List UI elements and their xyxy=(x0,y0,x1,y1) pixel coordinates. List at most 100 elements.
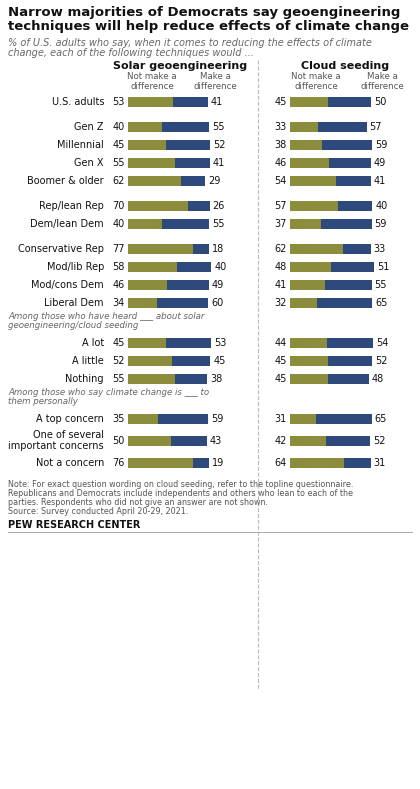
Bar xyxy=(128,356,172,366)
Text: 45: 45 xyxy=(275,97,287,107)
Text: Mod/lib Rep: Mod/lib Rep xyxy=(47,262,104,272)
Bar xyxy=(290,97,328,107)
Bar xyxy=(158,414,208,424)
Bar xyxy=(343,244,371,254)
Text: 53: 53 xyxy=(214,338,227,348)
Bar xyxy=(128,244,194,254)
Text: Solar geoengineering: Solar geoengineering xyxy=(113,61,247,71)
Bar xyxy=(162,219,209,229)
Text: 35: 35 xyxy=(113,414,125,424)
Text: 26: 26 xyxy=(213,201,225,211)
Bar xyxy=(181,176,205,186)
Text: 50: 50 xyxy=(374,97,386,107)
Text: 50: 50 xyxy=(113,436,125,446)
Text: PEW RESEARCH CENTER: PEW RESEARCH CENTER xyxy=(8,520,140,530)
Bar xyxy=(128,97,173,107)
Text: 33: 33 xyxy=(275,122,287,132)
Bar xyxy=(157,298,208,308)
Bar xyxy=(290,298,317,308)
Bar xyxy=(290,414,316,424)
Text: Cloud seeding: Cloud seeding xyxy=(301,61,389,71)
Bar xyxy=(128,219,162,229)
Text: 33: 33 xyxy=(374,244,386,254)
Text: 41: 41 xyxy=(374,176,386,186)
Text: 70: 70 xyxy=(113,201,125,211)
Bar xyxy=(162,122,209,132)
Text: 51: 51 xyxy=(377,262,389,272)
Bar xyxy=(339,201,373,211)
Bar xyxy=(290,262,331,272)
Bar xyxy=(290,201,339,211)
Bar xyxy=(128,122,162,132)
Bar xyxy=(166,140,210,150)
Text: 48: 48 xyxy=(275,262,287,272)
Bar xyxy=(290,158,329,168)
Bar xyxy=(172,356,210,366)
Text: them personally: them personally xyxy=(8,397,78,406)
Bar xyxy=(128,458,193,468)
Bar xyxy=(290,244,343,254)
Text: 45: 45 xyxy=(113,140,125,150)
Text: 42: 42 xyxy=(275,436,287,446)
Text: Millennial: Millennial xyxy=(57,140,104,150)
Bar xyxy=(171,436,207,446)
Text: geoengineering/cloud seeding: geoengineering/cloud seeding xyxy=(8,321,138,330)
Bar xyxy=(290,219,321,229)
Text: 38: 38 xyxy=(210,374,222,384)
Text: 44: 44 xyxy=(275,338,287,348)
Bar xyxy=(128,176,181,186)
Bar xyxy=(128,140,166,150)
Bar xyxy=(173,97,208,107)
Text: A lot: A lot xyxy=(82,338,104,348)
Text: 45: 45 xyxy=(213,356,226,366)
Text: 62: 62 xyxy=(113,176,125,186)
Text: Boomer & older: Boomer & older xyxy=(27,176,104,186)
Bar xyxy=(290,356,328,366)
Text: 40: 40 xyxy=(375,201,388,211)
Bar xyxy=(128,414,158,424)
Text: 52: 52 xyxy=(113,356,125,366)
Text: 59: 59 xyxy=(375,219,387,229)
Text: Not make a
difference: Not make a difference xyxy=(291,72,341,91)
Text: 55: 55 xyxy=(113,158,125,168)
Bar xyxy=(128,262,177,272)
Text: One of several
important concerns: One of several important concerns xyxy=(8,430,104,451)
Text: 45: 45 xyxy=(113,338,125,348)
Text: 40: 40 xyxy=(113,219,125,229)
Text: Republicans and Democrats include independents and others who lean to each of th: Republicans and Democrats include indepe… xyxy=(8,489,353,498)
Text: Conservative Rep: Conservative Rep xyxy=(18,244,104,254)
Text: 55: 55 xyxy=(212,219,224,229)
Bar xyxy=(128,201,187,211)
Text: Rep/lean Rep: Rep/lean Rep xyxy=(39,201,104,211)
Bar xyxy=(128,374,175,384)
Bar xyxy=(325,280,372,290)
Bar xyxy=(290,122,318,132)
Text: 40: 40 xyxy=(113,122,125,132)
Bar xyxy=(194,244,209,254)
Text: Dem/lean Dem: Dem/lean Dem xyxy=(30,219,104,229)
Bar xyxy=(331,262,374,272)
Bar xyxy=(290,140,322,150)
Text: 49: 49 xyxy=(374,158,386,168)
Text: 55: 55 xyxy=(375,280,387,290)
Text: 77: 77 xyxy=(113,244,125,254)
Text: 41: 41 xyxy=(211,97,223,107)
Text: Source: Survey conducted April 20-29, 2021.: Source: Survey conducted April 20-29, 20… xyxy=(8,507,188,516)
Bar xyxy=(344,458,371,468)
Bar xyxy=(128,158,175,168)
Text: change, each of the following techniques would ...: change, each of the following techniques… xyxy=(8,48,254,58)
Bar xyxy=(177,262,211,272)
Text: 65: 65 xyxy=(375,414,387,424)
Text: 45: 45 xyxy=(275,356,287,366)
Text: Mod/cons Dem: Mod/cons Dem xyxy=(32,280,104,290)
Text: Narrow majorities of Democrats say geoengineering: Narrow majorities of Democrats say geoen… xyxy=(8,6,400,19)
Bar xyxy=(328,374,369,384)
Text: 32: 32 xyxy=(275,298,287,308)
Bar xyxy=(167,280,209,290)
Bar xyxy=(193,458,209,468)
Text: 55: 55 xyxy=(212,122,224,132)
Text: 54: 54 xyxy=(275,176,287,186)
Text: 45: 45 xyxy=(275,374,287,384)
Bar xyxy=(336,176,371,186)
Text: 52: 52 xyxy=(373,436,386,446)
